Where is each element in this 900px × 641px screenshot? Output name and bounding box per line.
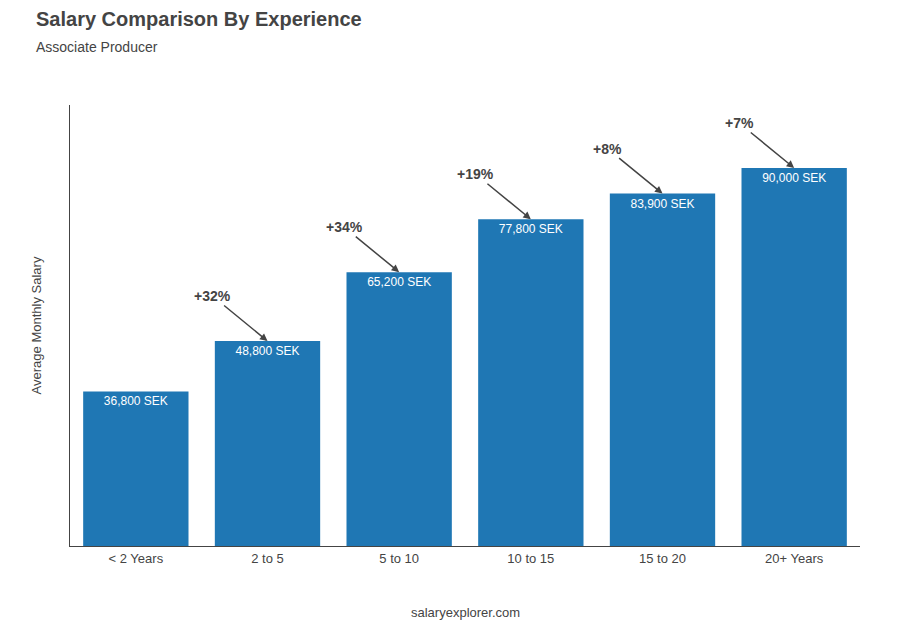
svg-text:+19%: +19% xyxy=(457,166,494,182)
svg-text:+8%: +8% xyxy=(593,141,622,157)
svg-text:salaryexplorer.com: salaryexplorer.com xyxy=(411,605,520,620)
svg-text:+34%: +34% xyxy=(326,219,363,235)
svg-text:90,000 SEK: 90,000 SEK xyxy=(762,171,826,185)
svg-text:2 to 5: 2 to 5 xyxy=(251,551,284,566)
svg-text:+7%: +7% xyxy=(725,115,754,131)
svg-text:5 to 10: 5 to 10 xyxy=(379,551,419,566)
svg-text:10 to 15: 10 to 15 xyxy=(507,551,554,566)
svg-text:Salary Comparison By Experienc: Salary Comparison By ExperienceAssociate… xyxy=(36,8,362,55)
svg-text:65,200 SEK: 65,200 SEK xyxy=(367,275,431,289)
svg-text:15 to 20: 15 to 20 xyxy=(639,551,686,566)
svg-text:< 2 Years: < 2 Years xyxy=(109,551,164,566)
svg-text:36,800 SEK: 36,800 SEK xyxy=(104,394,168,408)
svg-text:77,800 SEK: 77,800 SEK xyxy=(499,222,563,236)
svg-text:20+ Years: 20+ Years xyxy=(765,551,824,566)
svg-text:Average Monthly Salary: Average Monthly Salary xyxy=(29,256,44,394)
svg-text:48,800 SEK: 48,800 SEK xyxy=(235,344,299,358)
svg-text:83,900 SEK: 83,900 SEK xyxy=(630,197,694,211)
svg-text:+32%: +32% xyxy=(194,288,231,304)
